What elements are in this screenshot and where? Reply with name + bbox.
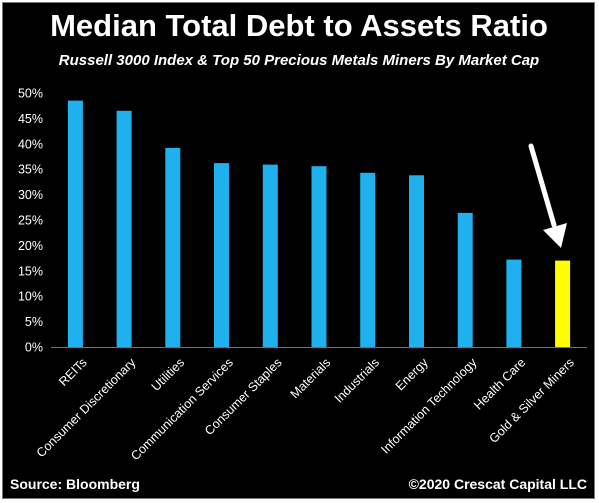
y-tick-label: 25% (18, 214, 43, 228)
x-tick-label: Consumer Discretionary (34, 355, 139, 460)
bar (67, 100, 83, 347)
y-tick-label: 40% (18, 137, 43, 151)
y-tick-label: 50% (18, 87, 43, 101)
bar (555, 260, 571, 347)
bar (116, 110, 132, 347)
bar (311, 166, 327, 347)
x-tick-label: Utilities (149, 355, 187, 393)
y-tick-label: 45% (18, 112, 43, 126)
bar (360, 172, 376, 347)
annotation-arrow (528, 143, 567, 248)
bar (457, 212, 473, 347)
y-axis: 0% 5% 10% 15% 20% 25% 30% 35% 40% 45% 50% (18, 87, 587, 355)
x-tick-label: Gold & Silver Miners (487, 355, 577, 445)
y-tick-label: 35% (18, 163, 43, 177)
copyright-note: ©2020 Crescat Capital LLC (409, 476, 587, 492)
chart-frame: Median Total Debt to Assets Ratio Russel… (2, 2, 595, 499)
bar-chart: Median Total Debt to Assets Ratio Russel… (10, 8, 587, 492)
chart-subtitle: Russell 3000 Index & Top 50 Precious Met… (59, 52, 539, 69)
x-tick-label: REITs (56, 355, 89, 388)
x-tick-label: Energy (393, 355, 431, 393)
x-tick-label: Information Technology (378, 355, 480, 457)
y-tick-label: 10% (18, 290, 43, 304)
source-note: Source: Bloomberg (10, 476, 140, 492)
bar (409, 175, 424, 347)
bar (262, 164, 278, 347)
bars (67, 100, 571, 347)
chart-title: Median Total Debt to Assets Ratio (50, 8, 548, 43)
y-tick-label: 0% (25, 341, 43, 355)
y-tick-label: 30% (18, 188, 43, 202)
x-tick-label: Industrials (332, 355, 382, 405)
x-tick-label: Materials (288, 355, 334, 401)
y-tick-label: 5% (25, 315, 43, 329)
bar (506, 259, 522, 347)
y-tick-label: 15% (18, 264, 43, 278)
bar (214, 163, 229, 347)
bar (165, 147, 181, 347)
y-tick-label: 20% (18, 239, 43, 253)
